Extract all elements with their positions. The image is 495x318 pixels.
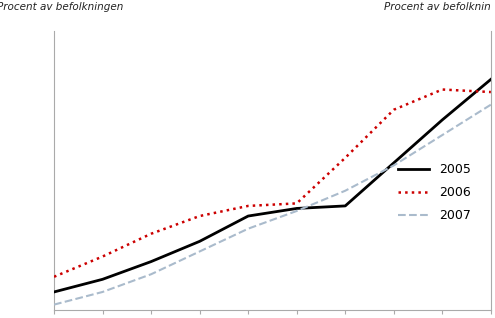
Text: Procent av befolkningen: Procent av befolkningen [0,2,124,12]
Legend: 2005, 2006, 2007: 2005, 2006, 2007 [393,158,476,227]
Text: Procent av befolknin: Procent av befolknin [384,2,491,12]
